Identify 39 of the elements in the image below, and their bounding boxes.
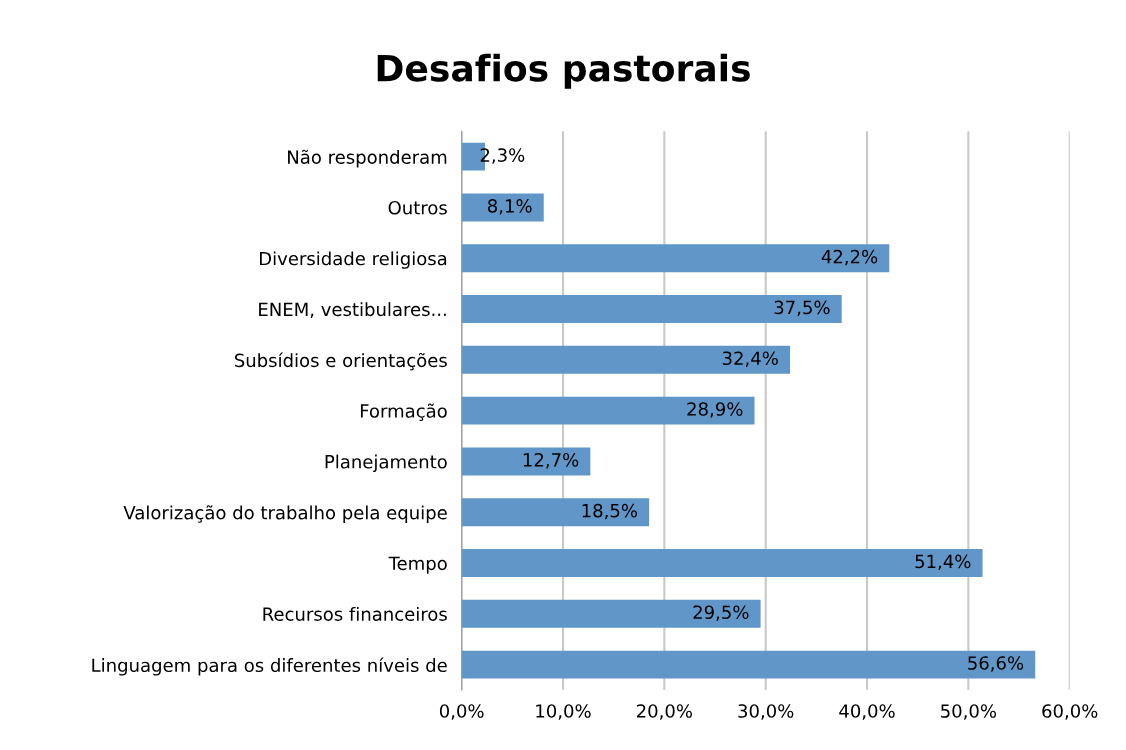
data-label: 18,5%	[582, 503, 638, 520]
bar	[461, 549, 983, 577]
bar	[461, 193, 544, 222]
y-tick-label: Diversidade religiosa	[259, 251, 447, 269]
data-label: 51,4%	[915, 554, 971, 571]
data-label: 56,6%	[968, 656, 1024, 672]
x-tick-label: 10,0%	[536, 704, 591, 720]
data-label: 42,2%	[821, 249, 878, 266]
bar	[461, 244, 890, 273]
data-label: 12,7%	[523, 453, 579, 469]
data-label: 28,9%	[687, 402, 743, 418]
y-tick-label: Subsídios e orientações	[234, 352, 447, 371]
x-tick-label: 30,0%	[738, 704, 794, 720]
x-tick-label: 40,0%	[839, 704, 895, 720]
data-label: 8,1%	[487, 199, 532, 215]
chart-title: Desafios pastorais	[377, 53, 750, 89]
y-tick-label: Formação	[360, 403, 447, 421]
y-tick-label: Não responderam	[288, 149, 447, 168]
bar	[461, 295, 842, 323]
y-tick-label: ENEM, vestibulares...	[259, 302, 446, 318]
bar	[461, 396, 755, 425]
x-tick-label: 50,0%	[941, 704, 997, 720]
data-label: 37,5%	[774, 300, 830, 317]
bar	[461, 345, 790, 374]
data-label: 29,5%	[693, 605, 749, 621]
y-tick-label: Outros	[388, 200, 447, 215]
y-tick-label: Recursos financeiros	[263, 606, 447, 621]
bar	[461, 447, 591, 476]
x-tick-label: 60,0%	[1042, 704, 1098, 720]
bar	[461, 599, 761, 628]
x-tick-label: 20,0%	[636, 704, 693, 720]
y-tick-label: Valorização do trabalho pela equipe	[123, 505, 447, 523]
data-label: 32,4%	[722, 351, 778, 367]
bar	[461, 650, 1036, 679]
bar	[461, 498, 650, 527]
y-tick-label: Linguagem para os diferentes níveis de	[92, 657, 447, 676]
y-tick-label: Planejamento	[325, 454, 447, 473]
x-tick-label: 0,0%	[439, 704, 484, 720]
y-tick-label: Tempo	[388, 556, 447, 574]
